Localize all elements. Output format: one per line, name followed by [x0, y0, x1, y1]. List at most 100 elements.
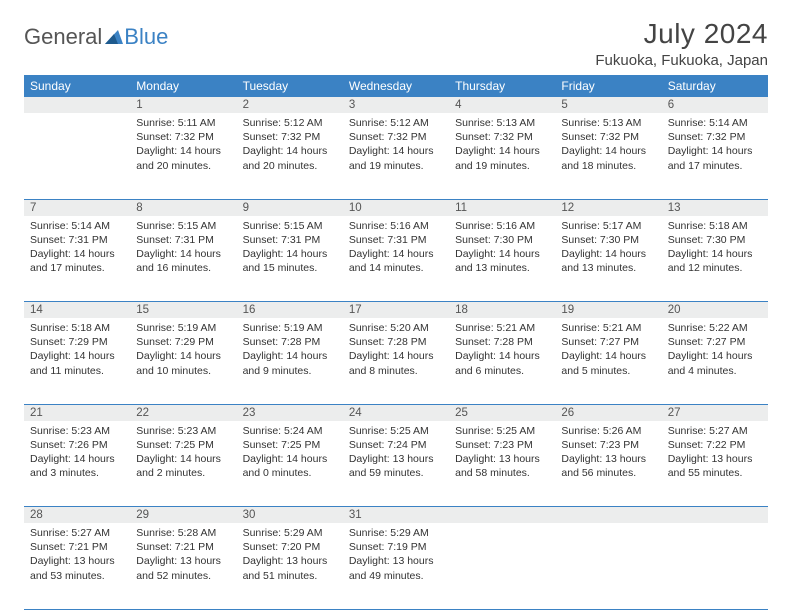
daylight-text: Daylight: 13 hours and 55 minutes. — [668, 452, 762, 480]
day-cell-body: Sunrise: 5:24 AMSunset: 7:25 PMDaylight:… — [237, 421, 343, 487]
weekday-header: Sunday — [24, 75, 130, 97]
day-number: 4 — [449, 97, 555, 113]
weekday-header: Saturday — [662, 75, 768, 97]
sunset-text: Sunset: 7:21 PM — [30, 540, 124, 554]
calendar-table: Sunday Monday Tuesday Wednesday Thursday… — [24, 75, 768, 610]
day-cell-body: Sunrise: 5:27 AMSunset: 7:22 PMDaylight:… — [662, 421, 768, 487]
sunset-text: Sunset: 7:22 PM — [668, 438, 762, 452]
day-number: 29 — [130, 507, 236, 524]
daylight-text: Daylight: 13 hours and 59 minutes. — [349, 452, 443, 480]
sunrise-text: Sunrise: 5:26 AM — [561, 424, 655, 438]
day-cell-body: Sunrise: 5:29 AMSunset: 7:19 PMDaylight:… — [343, 523, 449, 589]
sunrise-text: Sunrise: 5:13 AM — [455, 116, 549, 130]
daylight-text: Daylight: 14 hours and 18 minutes. — [561, 144, 655, 172]
title-block: July 2024 Fukuoka, Fukuoka, Japan — [595, 18, 768, 69]
day-cell-body — [24, 113, 130, 122]
day-cell-body: Sunrise: 5:14 AMSunset: 7:31 PMDaylight:… — [24, 216, 130, 282]
day-cell: Sunrise: 5:22 AMSunset: 7:27 PMDaylight:… — [662, 318, 768, 404]
sunset-text: Sunset: 7:30 PM — [668, 233, 762, 247]
daylight-text: Daylight: 13 hours and 58 minutes. — [455, 452, 549, 480]
day-cell: Sunrise: 5:15 AMSunset: 7:31 PMDaylight:… — [130, 216, 236, 302]
sunrise-text: Sunrise: 5:20 AM — [349, 321, 443, 335]
daylight-text: Daylight: 14 hours and 8 minutes. — [349, 349, 443, 377]
sunrise-text: Sunrise: 5:27 AM — [668, 424, 762, 438]
week-row: Sunrise: 5:11 AM Sunset: 7:32 PM Daylight:… — [24, 113, 768, 199]
daylight-text: Daylight: 14 hours and 20 minutes. — [136, 144, 230, 172]
day-number: 23 — [237, 404, 343, 421]
sunset-text: Sunset: 7:30 PM — [455, 233, 549, 247]
day-cell: Sunrise: 5:21 AMSunset: 7:27 PMDaylight:… — [555, 318, 661, 404]
sunset-text: Sunset: 7:31 PM — [243, 233, 337, 247]
sunset-text: Sunset: 7:29 PM — [30, 335, 124, 349]
day-cell-body: Sunrise: 5:28 AMSunset: 7:21 PMDaylight:… — [130, 523, 236, 589]
day-cell: Sunrise: 5:27 AMSunset: 7:22 PMDaylight:… — [662, 421, 768, 507]
day-cell: Sunrise: 5:13 AMSunset: 7:32 PMDaylight:… — [449, 113, 555, 199]
day-cell: Sunrise: 5:14 AMSunset: 7:32 PMDaylight:… — [662, 113, 768, 199]
day-number: 26 — [555, 404, 661, 421]
day-cell — [24, 113, 130, 199]
day-cell-body: Sunrise: 5:11 AMSunset: 7:32 PMDaylight:… — [130, 113, 236, 179]
sunset-text: Sunset: 7:27 PM — [668, 335, 762, 349]
day-cell-body: Sunrise: 5:12 AMSunset: 7:32 PMDaylight:… — [237, 113, 343, 179]
daylight-text: Daylight: 14 hours and 13 minutes. — [455, 247, 549, 275]
day-cell: Sunrise: 5:25 AMSunset: 7:24 PMDaylight:… — [343, 421, 449, 507]
sunrise-text: Sunrise: 5:12 AM — [349, 116, 443, 130]
day-cell: Sunrise: 5:20 AMSunset: 7:28 PMDaylight:… — [343, 318, 449, 404]
sunrise-text: Sunrise: 5:11 AM — [136, 116, 230, 130]
sunrise-text: Sunrise: 5:29 AM — [349, 526, 443, 540]
day-number: 18 — [449, 302, 555, 319]
day-number — [449, 507, 555, 524]
daylight-text: Daylight: 14 hours and 3 minutes. — [30, 452, 124, 480]
sunrise-text: Sunrise: 5:16 AM — [349, 219, 443, 233]
day-cell-body — [555, 523, 661, 532]
day-cell-body: Sunrise: 5:13 AMSunset: 7:32 PMDaylight:… — [555, 113, 661, 179]
sunset-text: Sunset: 7:23 PM — [455, 438, 549, 452]
day-cell-body: Sunrise: 5:29 AMSunset: 7:20 PMDaylight:… — [237, 523, 343, 589]
sunset-text: Sunset: 7:31 PM — [30, 233, 124, 247]
day-number — [24, 97, 130, 113]
weekday-header: Tuesday — [237, 75, 343, 97]
daylight-text: Daylight: 14 hours and 14 minutes. — [349, 247, 443, 275]
day-number: 24 — [343, 404, 449, 421]
day-cell-body: Sunrise: 5:16 AMSunset: 7:30 PMDaylight:… — [449, 216, 555, 282]
day-cell: Sunrise: 5:12 AMSunset: 7:32 PMDaylight:… — [343, 113, 449, 199]
daylight-text: Daylight: 14 hours and 11 minutes. — [30, 349, 124, 377]
day-cell: Sunrise: 5:24 AMSunset: 7:25 PMDaylight:… — [237, 421, 343, 507]
day-cell-body: Sunrise: 5:15 AMSunset: 7:31 PMDaylight:… — [237, 216, 343, 282]
day-cell: Sunrise: 5:28 AMSunset: 7:21 PMDaylight:… — [130, 523, 236, 609]
daylight-text: Daylight: 13 hours and 49 minutes. — [349, 554, 443, 582]
day-cell: Sunrise: 5:25 AMSunset: 7:23 PMDaylight:… — [449, 421, 555, 507]
day-cell: Sunrise: 5:19 AMSunset: 7:29 PMDaylight:… — [130, 318, 236, 404]
day-cell-body: Sunrise: 5:14 AMSunset: 7:32 PMDaylight:… — [662, 113, 768, 179]
day-cell: Sunrise: 5:29 AMSunset: 7:19 PMDaylight:… — [343, 523, 449, 609]
daylight-text: Daylight: 13 hours and 53 minutes. — [30, 554, 124, 582]
day-number: 20 — [662, 302, 768, 319]
day-cell-body: Sunrise: 5:21 AMSunset: 7:28 PMDaylight:… — [449, 318, 555, 384]
day-cell-body: Sunrise: 5:20 AMSunset: 7:28 PMDaylight:… — [343, 318, 449, 384]
day-cell: Sunrise: 5:21 AMSunset: 7:28 PMDaylight:… — [449, 318, 555, 404]
sunset-text: Sunset: 7:31 PM — [136, 233, 230, 247]
day-cell-body: Sunrise: 5:22 AMSunset: 7:27 PMDaylight:… — [662, 318, 768, 384]
day-number: 8 — [130, 199, 236, 216]
sunset-text: Sunset: 7:32 PM — [455, 130, 549, 144]
day-number: 27 — [662, 404, 768, 421]
day-cell-body: Sunrise: 5:15 AMSunset: 7:31 PMDaylight:… — [130, 216, 236, 282]
daynum-row: 123456 — [24, 97, 768, 113]
sunset-text: Sunset: 7:25 PM — [243, 438, 337, 452]
daylight-text: Daylight: 14 hours and 0 minutes. — [243, 452, 337, 480]
week-row: Sunrise: 5:23 AMSunset: 7:26 PMDaylight:… — [24, 421, 768, 507]
sunset-text: Sunset: 7:23 PM — [561, 438, 655, 452]
sunrise-text: Sunrise: 5:15 AM — [243, 219, 337, 233]
day-cell-body — [449, 523, 555, 532]
daylight-text: Daylight: 14 hours and 10 minutes. — [136, 349, 230, 377]
daylight-text: Daylight: 14 hours and 20 minutes. — [243, 144, 337, 172]
day-cell: Sunrise: 5:17 AMSunset: 7:30 PMDaylight:… — [555, 216, 661, 302]
daylight-text: Daylight: 14 hours and 17 minutes. — [668, 144, 762, 172]
day-cell-body: Sunrise: 5:18 AMSunset: 7:29 PMDaylight:… — [24, 318, 130, 384]
daylight-text: Daylight: 13 hours and 56 minutes. — [561, 452, 655, 480]
day-number: 1 — [130, 97, 236, 113]
sunset-text: Sunset: 7:24 PM — [349, 438, 443, 452]
sunset-text: Sunset: 7:30 PM — [561, 233, 655, 247]
day-number: 14 — [24, 302, 130, 319]
daylight-text: Daylight: 14 hours and 6 minutes. — [455, 349, 549, 377]
